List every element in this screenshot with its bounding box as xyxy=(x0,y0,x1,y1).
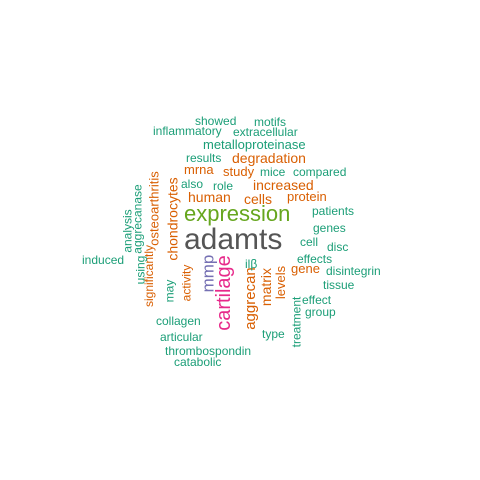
word-aggrecanase: aggrecanase xyxy=(130,184,145,254)
word-adamts: adamts xyxy=(184,223,283,256)
word-osteoarthritis: osteoarthritis xyxy=(146,171,162,246)
word-metalloproteinase: metalloproteinase xyxy=(203,137,306,152)
word-tissue: tissue xyxy=(323,278,355,292)
word-mice: mice xyxy=(260,165,286,179)
word-disintegrin: disintegrin xyxy=(326,264,381,278)
word-chondrocytes: chondrocytes xyxy=(164,177,181,261)
word-role: role xyxy=(213,179,234,193)
word-disc: disc xyxy=(327,240,349,254)
word-genes: genes xyxy=(313,221,346,235)
word-showed: showed xyxy=(195,114,237,128)
word-patients: patients xyxy=(312,204,355,218)
word-cells: cells xyxy=(244,191,273,207)
word-using: using xyxy=(133,255,148,285)
word-levels: levels xyxy=(273,265,289,300)
word-may: may xyxy=(162,279,177,303)
word-collagen: collagen xyxy=(156,314,201,328)
word-protein: protein xyxy=(287,189,327,204)
word-articular: articular xyxy=(160,330,203,344)
word-human: human xyxy=(188,189,231,205)
word-mmp: mmp xyxy=(198,254,218,293)
word-group: group xyxy=(305,305,336,319)
word-type: type xyxy=(262,327,285,341)
word-increased: increased xyxy=(253,177,314,193)
word-cell: cell xyxy=(300,235,319,249)
word-results: results xyxy=(186,151,222,165)
word-effects: effects xyxy=(297,252,333,266)
word-gene: gene xyxy=(291,261,320,276)
word-induced: induced xyxy=(82,253,125,267)
word-aggrecan: aggrecan xyxy=(241,267,259,330)
word-mrna: mrna xyxy=(184,162,214,177)
word-motifs: motifs xyxy=(254,115,287,129)
word-also: also xyxy=(181,177,204,191)
word-catabolic: catabolic xyxy=(174,355,222,369)
word-compared: compared xyxy=(293,165,347,179)
word-expression: expression xyxy=(184,201,291,226)
word-extracellular: extracellular xyxy=(233,125,298,139)
word-il-beta: ilβ xyxy=(245,257,258,271)
word-matrix: matrix xyxy=(258,267,275,307)
word-degradation: degradation xyxy=(232,150,306,166)
word-inflammatory: inflammatory xyxy=(153,124,222,138)
word-activity: activity xyxy=(179,264,194,302)
word-thrombospondin: thrombospondin xyxy=(165,344,252,358)
word-study: study xyxy=(223,164,255,179)
word-effect: effect xyxy=(302,293,332,307)
word-treatment: treatment xyxy=(289,296,304,348)
